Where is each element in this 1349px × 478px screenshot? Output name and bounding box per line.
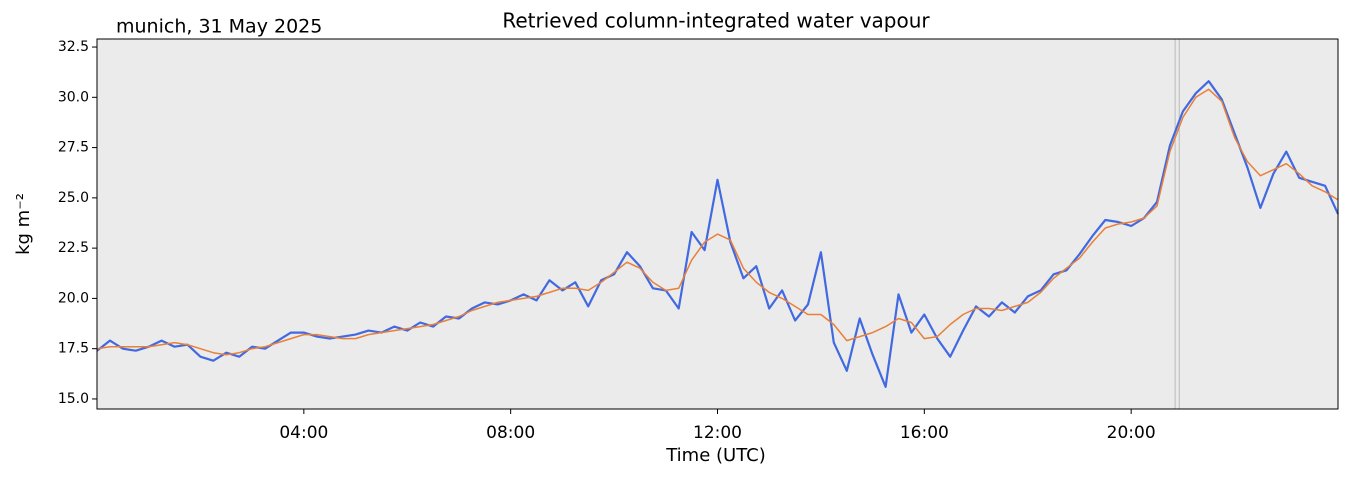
x-axis-label: Time (UTC) <box>665 445 766 466</box>
x-tick-label: 04:00 <box>279 423 328 443</box>
y-axis-label: kg m⁻² <box>13 193 34 255</box>
y-tick-label: 15.0 <box>58 391 89 407</box>
series-line <box>96 80 1339 388</box>
y-tick-label: 27.5 <box>58 140 89 156</box>
chart-subtitle: munich, 31 May 2025 <box>116 16 322 38</box>
plot-frame <box>96 38 1339 410</box>
y-tick-label: 22.5 <box>58 240 89 256</box>
y-tick-label: 17.5 <box>58 341 89 357</box>
x-tick-label: 16:00 <box>900 423 949 443</box>
x-tick-label: 08:00 <box>486 423 535 443</box>
series-line <box>96 88 1339 356</box>
x-tick-label: 20:00 <box>1107 423 1156 443</box>
y-tick-label: 20.0 <box>58 290 89 306</box>
y-tick-label: 32.5 <box>58 39 89 55</box>
plot-background <box>97 39 1338 409</box>
y-tick-label: 25.0 <box>58 190 89 206</box>
y-tick-label: 30.0 <box>58 89 89 105</box>
x-tick-label: 12:00 <box>693 423 742 443</box>
chart-title: Retrieved column-integrated water vapour <box>502 9 930 33</box>
